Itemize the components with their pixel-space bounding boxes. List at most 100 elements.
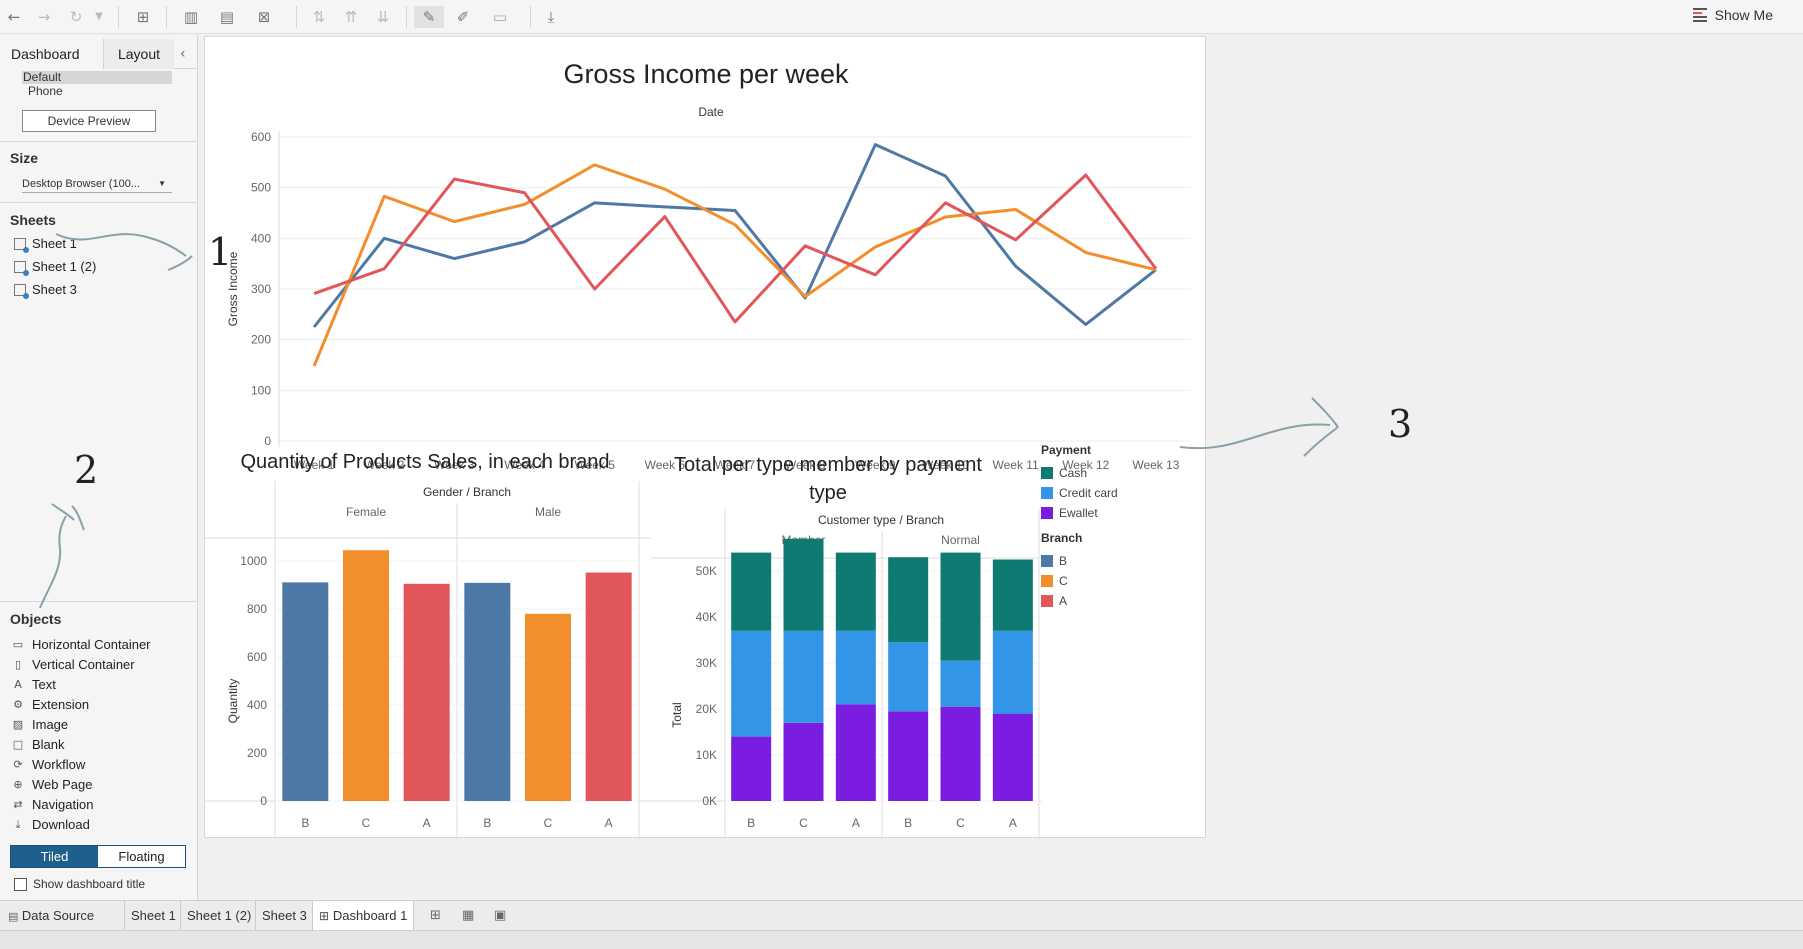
sheet-item[interactable]: Sheet 1 (2) <box>14 259 96 276</box>
object-item[interactable]: ⟳ Workflow <box>12 757 85 772</box>
dashboard-icon: ⊞ <box>319 909 333 923</box>
new-worksheet-tab-icon[interactable]: ⊞ <box>430 908 441 923</box>
present-icon[interactable]: ⤓ <box>547 8 555 26</box>
sort-desc-icon[interactable]: ⇊ <box>376 8 390 26</box>
x-tick-label: Week 7 <box>715 458 756 472</box>
line-chart-title: Gross Income per week <box>563 59 849 89</box>
sheet-item[interactable]: Sheet 3 <box>14 282 77 299</box>
show-me-icon <box>1692 8 1707 22</box>
dashboard-sidebar: Dashboard Layout ‹ Default Phone Device … <box>0 35 198 901</box>
stack-segment-Cash <box>731 552 772 631</box>
show-me-button[interactable]: Show Me <box>1692 7 1773 23</box>
worksheet-icon <box>14 237 29 253</box>
annotation-3: 3 <box>1388 402 1413 446</box>
group-label: Male <box>535 505 561 519</box>
object-item[interactable]: ⊕ Web Page <box>12 777 92 792</box>
clear-icon[interactable]: ⊠ <box>257 8 271 26</box>
x-tick-label: B <box>904 816 912 830</box>
redo-icon[interactable]: → <box>37 8 51 26</box>
highlight-icon[interactable]: ✎ <box>414 6 444 28</box>
stack-segment-Credit-card <box>731 630 772 737</box>
tiled-button[interactable]: Tiled <box>11 846 98 867</box>
floating-button[interactable]: Floating <box>98 846 185 867</box>
y-tick-label: 20K <box>696 702 717 716</box>
new-dashboard-tab-icon[interactable]: ▦ <box>462 908 475 923</box>
device-phone[interactable]: Phone <box>28 84 63 98</box>
object-label: Extension <box>32 697 90 712</box>
x-tick-label: B <box>747 816 755 830</box>
object-item[interactable]: A Text <box>12 677 56 692</box>
y-tick-label: 400 <box>247 698 267 712</box>
tab-sheet[interactable]: Sheet 1 <box>124 901 182 931</box>
device-preview-button[interactable]: Device Preview <box>22 110 156 132</box>
worksheet-icon <box>14 283 29 299</box>
worksheet-icon <box>14 260 29 276</box>
replay-dropdown-icon[interactable]: ▼ <box>95 11 103 22</box>
payment-legend-item[interactable]: Cash <box>1041 463 1118 483</box>
annotate-icon[interactable]: ✐ <box>456 8 470 26</box>
sort-asc-icon[interactable]: ⇈ <box>344 8 358 26</box>
object-item[interactable]: ⤓ Download <box>12 817 90 832</box>
collapse-icon[interactable]: ‹ <box>180 46 186 62</box>
chevron-down-icon: ▼ <box>158 179 166 188</box>
object-label: Download <box>32 817 90 832</box>
tab-data-source[interactable]: ▤ Data Source <box>2 901 100 931</box>
payment-legend-item[interactable]: Credit card <box>1041 483 1118 503</box>
series-line-B <box>312 143 1157 328</box>
new-story-tab-icon[interactable]: ▣ <box>494 908 507 923</box>
stack-segment-Ewallet <box>992 713 1033 801</box>
branch-legend-item[interactable]: A <box>1041 591 1118 611</box>
object-item[interactable]: ▨ Image <box>12 717 68 732</box>
stack-segment-Credit-card <box>940 660 981 707</box>
fit-icon[interactable]: ▭ <box>492 8 508 26</box>
y-tick-label: 30K <box>696 656 717 670</box>
duplicate-icon[interactable]: ▤ <box>219 8 235 26</box>
bar-chart-title: Quantity of Products Sales, in each bran… <box>240 451 610 473</box>
database-icon: ▤ <box>8 910 22 923</box>
branch-legend-item[interactable]: B <box>1041 551 1118 571</box>
x-tick-label: B <box>483 816 491 830</box>
x-tick-label: Week 5 <box>574 458 615 472</box>
object-item[interactable]: ▯ Vertical Container <box>12 657 135 672</box>
undo-icon[interactable]: ← <box>7 8 21 26</box>
bar-Male-C <box>525 613 571 801</box>
column-header: Gender / Branch <box>423 485 511 499</box>
x-tick-label: C <box>362 816 371 830</box>
sheet-item[interactable]: Sheet 1 <box>14 236 77 253</box>
size-select[interactable]: Desktop Browser (100... ▼ <box>22 175 172 193</box>
y-tick-label: 800 <box>247 602 267 616</box>
branch-legend-title: Branch <box>1041 531 1083 545</box>
tab-dashboard[interactable]: Dashboard <box>0 39 104 69</box>
new-datasource-icon[interactable]: ⊞ <box>136 8 150 26</box>
tab-sheet[interactable]: Sheet 1 (2) <box>180 901 257 931</box>
show-title-option[interactable]: Show dashboard title <box>14 877 145 891</box>
tab-sheet[interactable]: Sheet 3 <box>255 901 313 931</box>
legend-swatch <box>1041 575 1053 587</box>
stack-segment-Cash <box>835 552 876 631</box>
x-tick-label: Week 8 <box>785 458 826 472</box>
new-worksheet-icon[interactable]: ▥ <box>183 8 199 26</box>
stack-chart-title: Total per type member by payment type <box>674 454 982 504</box>
object-item[interactable]: ▭ Horizontal Container <box>12 637 151 652</box>
object-item[interactable]: ⚙ Extension <box>12 697 89 712</box>
x-tick-label: Week 12 <box>1062 458 1109 472</box>
object-label: Navigation <box>32 797 94 812</box>
legend-label: B <box>1059 554 1068 568</box>
y-tick-label: 500 <box>251 181 271 195</box>
replay-icon[interactable]: ↻ <box>69 8 83 26</box>
object-label: Text <box>32 677 56 692</box>
tab-layout[interactable]: Layout <box>104 39 174 69</box>
branch-legend-item[interactable]: C <box>1041 571 1118 591</box>
y-axis-label: Quantity <box>226 679 240 724</box>
object-item[interactable]: ⇄ Navigation <box>12 797 93 812</box>
legend-label: C <box>1059 574 1068 588</box>
swap-icon[interactable]: ⇅ <box>312 8 326 26</box>
show-title-checkbox[interactable] <box>14 877 27 891</box>
x-tick-label: A <box>423 816 431 830</box>
tab-dashboard-1[interactable]: ⊞ Dashboard 1 <box>312 901 415 931</box>
payment-legend-item[interactable]: Ewallet <box>1041 503 1118 523</box>
object-item[interactable]: □ Blank <box>12 737 65 752</box>
x-tick-label: Week 6 <box>645 458 686 472</box>
object-label: Image <box>32 717 69 732</box>
device-default[interactable]: Default <box>22 71 172 84</box>
